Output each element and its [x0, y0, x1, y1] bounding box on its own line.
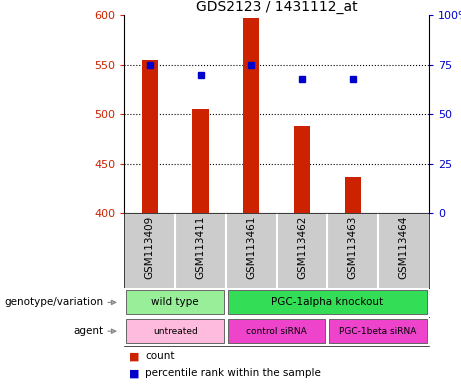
Bar: [294, 126, 310, 213]
Bar: [243, 18, 260, 213]
Text: GSM113409: GSM113409: [145, 215, 155, 279]
Bar: [126, 319, 224, 343]
Bar: [344, 177, 361, 213]
Text: percentile rank within the sample: percentile rank within the sample: [145, 368, 321, 378]
Text: genotype/variation: genotype/variation: [5, 297, 104, 308]
Text: agent: agent: [74, 326, 104, 336]
Text: wild type: wild type: [151, 297, 199, 308]
Title: GDS2123 / 1431112_at: GDS2123 / 1431112_at: [196, 0, 357, 14]
Bar: [126, 290, 224, 314]
Text: GSM113463: GSM113463: [348, 215, 358, 279]
Text: GSM113411: GSM113411: [195, 215, 206, 279]
Text: ■: ■: [129, 368, 140, 378]
Text: GSM113462: GSM113462: [297, 215, 307, 279]
Bar: [228, 290, 427, 314]
Text: ■: ■: [129, 351, 140, 361]
Text: count: count: [145, 351, 175, 361]
Bar: [192, 109, 209, 213]
Text: PGC-1alpha knockout: PGC-1alpha knockout: [271, 297, 384, 308]
Text: control siRNA: control siRNA: [246, 327, 307, 336]
Text: untreated: untreated: [153, 327, 198, 336]
Bar: [228, 319, 325, 343]
Text: GSM113461: GSM113461: [246, 215, 256, 279]
Text: GSM113464: GSM113464: [398, 215, 408, 279]
Text: PGC-1beta siRNA: PGC-1beta siRNA: [339, 327, 417, 336]
Bar: [142, 60, 158, 213]
Bar: [329, 319, 427, 343]
